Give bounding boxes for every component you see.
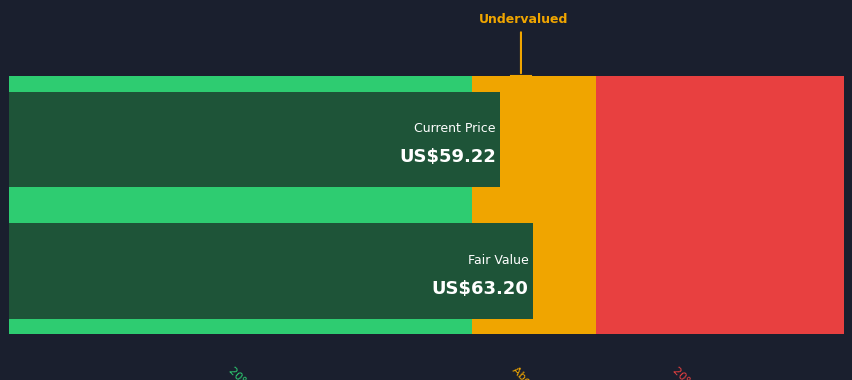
Text: US$59.22: US$59.22 — [399, 149, 495, 166]
Bar — [9, 76, 472, 92]
Text: 20% Overvalued: 20% Overvalued — [670, 366, 743, 380]
Bar — [9, 187, 472, 200]
Bar — [9, 319, 472, 334]
Bar — [596, 76, 843, 334]
Text: About Right: About Right — [509, 366, 562, 380]
Bar — [9, 223, 532, 319]
Bar — [9, 92, 499, 187]
Text: Fair Value: Fair Value — [467, 254, 528, 267]
Bar — [472, 76, 596, 334]
Text: 20% Undervalued: 20% Undervalued — [227, 366, 304, 380]
Bar — [9, 76, 472, 334]
Text: Current Price: Current Price — [414, 122, 495, 136]
Bar — [9, 211, 472, 223]
Text: US$63.20: US$63.20 — [431, 280, 528, 298]
Text: Undervalued: Undervalued — [479, 13, 568, 26]
